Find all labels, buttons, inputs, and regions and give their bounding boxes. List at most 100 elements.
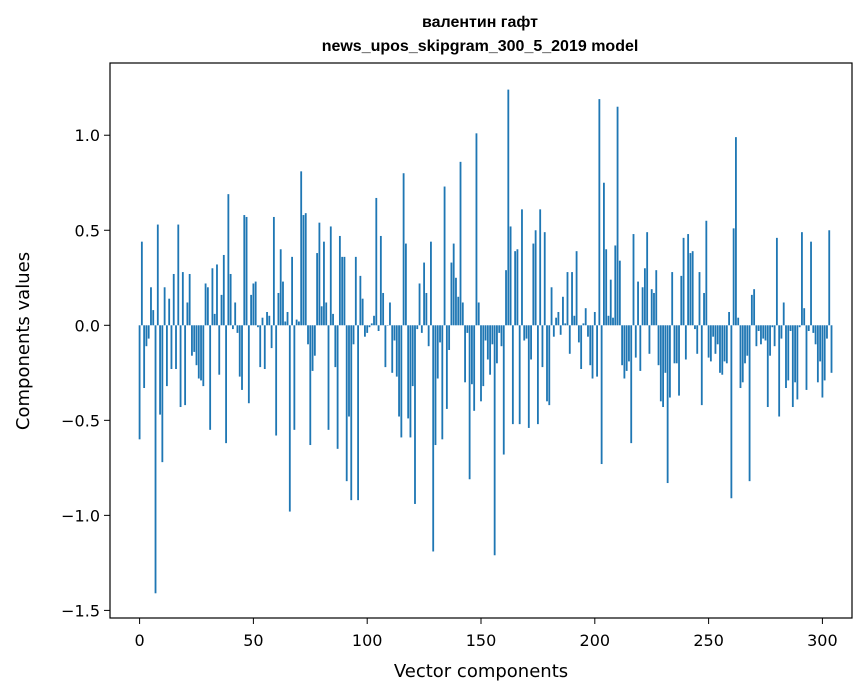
- bar-261: [732, 228, 735, 326]
- bar-91: [345, 325, 348, 482]
- x-tick-label-0: 0: [134, 631, 144, 650]
- bar-210: [616, 106, 619, 326]
- bar-161: [505, 270, 507, 326]
- bar-39: [227, 194, 230, 326]
- x-axis-ticks: 0 50 100 150 200 250 300: [134, 618, 838, 650]
- bar-238: [680, 275, 683, 326]
- bar-195: [582, 323, 585, 326]
- x-tick-label-4: 200: [580, 631, 611, 650]
- bar-8: [156, 224, 159, 326]
- bar-31: [209, 325, 212, 430]
- bar-173: [532, 243, 535, 326]
- bar-166: [516, 249, 519, 326]
- bar-118: [407, 325, 410, 419]
- bar-155: [491, 325, 494, 345]
- bar-287: [791, 325, 794, 408]
- bar-201: [596, 325, 598, 377]
- bar-86: [334, 325, 337, 368]
- bar-12: [165, 325, 168, 387]
- bar-136: [448, 325, 451, 350]
- bar-170: [525, 325, 528, 339]
- y-tick-label-5: 1.0: [75, 126, 100, 145]
- bar-235: [673, 325, 676, 364]
- bar-126: [425, 292, 428, 326]
- bar-89: [341, 256, 344, 326]
- bar-225: [650, 289, 653, 326]
- bar-286: [789, 325, 792, 331]
- bar-122: [416, 325, 419, 330]
- bar-252: [712, 325, 715, 337]
- bar-264: [739, 325, 742, 389]
- bar-1: [140, 241, 143, 326]
- bar-172: [530, 325, 532, 360]
- bar-99: [364, 325, 366, 337]
- bar-111: [391, 325, 394, 373]
- bar-158: [498, 325, 501, 333]
- bar-90: [343, 256, 346, 326]
- bar-256: [721, 325, 724, 375]
- bar-183: [555, 317, 558, 326]
- bar-106: [379, 235, 382, 326]
- bar-104: [375, 197, 378, 326]
- bar-291: [801, 232, 803, 326]
- bar-236: [675, 325, 678, 364]
- bar-272: [757, 325, 760, 331]
- bar-164: [511, 325, 514, 425]
- bar-79: [318, 222, 321, 326]
- bar-220: [639, 325, 642, 371]
- bar-116: [402, 173, 405, 326]
- bar-197: [587, 325, 589, 337]
- bar-178: [543, 232, 546, 326]
- bar-202: [598, 99, 601, 326]
- bar-143: [464, 325, 466, 383]
- bar-188: [566, 272, 569, 326]
- bar-98: [361, 298, 364, 326]
- bar-33: [213, 313, 216, 326]
- bar-32: [211, 268, 214, 326]
- bar-4: [147, 325, 150, 339]
- bar-160: [502, 325, 505, 455]
- bar-221: [641, 287, 644, 326]
- bar-266: [744, 325, 746, 364]
- bar-65: [286, 311, 289, 326]
- bar-5: [150, 287, 152, 326]
- bar-169: [523, 325, 526, 341]
- bar-263: [737, 317, 740, 326]
- bar-25: [195, 325, 198, 366]
- bar-276: [766, 325, 769, 408]
- bar-23: [191, 325, 193, 356]
- bar-297: [814, 325, 817, 345]
- bar-254: [716, 325, 719, 345]
- bar-156: [493, 325, 496, 556]
- bar-187: [564, 323, 567, 326]
- bar-131: [436, 325, 439, 379]
- bar-260: [730, 325, 733, 499]
- bar-295: [810, 241, 812, 326]
- chart-subtitle: news_upos_skipgram_300_5_2019 model: [322, 38, 639, 55]
- bar-232: [666, 325, 669, 484]
- y-tick-label-3: 0.0: [75, 316, 100, 335]
- bar-76: [311, 325, 314, 371]
- bar-278: [771, 325, 774, 328]
- bar-50: [252, 283, 255, 326]
- y-axis-ticks: −1.5 −1.0 −0.5 0.0 0.5 1.0: [61, 126, 110, 620]
- bar-292: [803, 308, 806, 326]
- bar-288: [794, 325, 797, 383]
- bar-40: [229, 273, 232, 326]
- bar-114: [398, 325, 400, 417]
- bar-101: [368, 325, 371, 328]
- chart-title: валентин гафт: [422, 14, 538, 31]
- x-axis-label: Vector components: [394, 661, 568, 682]
- bar-177: [541, 325, 544, 368]
- bar-226: [653, 292, 655, 326]
- bar-57: [268, 315, 271, 326]
- bar-51: [254, 281, 257, 326]
- bar-119: [409, 325, 412, 438]
- bar-3: [145, 325, 148, 347]
- bar-243: [691, 251, 694, 326]
- bar-43: [236, 325, 239, 333]
- bar-181: [550, 287, 553, 326]
- bar-190: [571, 272, 573, 326]
- bar-117: [404, 243, 407, 326]
- bar-300: [821, 325, 824, 398]
